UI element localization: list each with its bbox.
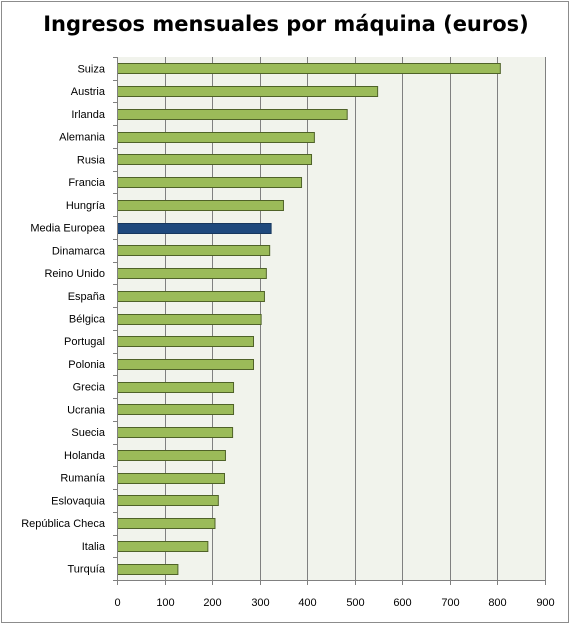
bar[interactable] — [117, 291, 265, 302]
y-tick-label: Alemania — [59, 132, 106, 144]
y-tick-label: Holanda — [64, 450, 106, 462]
bar[interactable] — [117, 177, 303, 188]
bar[interactable] — [117, 541, 209, 552]
y-tick-label: Rusia — [77, 154, 106, 166]
bar[interactable] — [117, 200, 284, 211]
bar[interactable] — [117, 223, 272, 234]
y-tick-label: Dinamarca — [52, 245, 106, 257]
bar[interactable] — [117, 450, 226, 461]
x-tick-label: 100 — [156, 597, 174, 609]
y-tick-label: Turquía — [67, 564, 105, 576]
y-tick-label: Ucrania — [67, 404, 106, 416]
bar[interactable] — [117, 314, 262, 325]
y-tick-label: Reino Unido — [44, 268, 105, 280]
y-tick-label: Francia — [68, 177, 106, 189]
x-tick-label: 900 — [536, 597, 554, 609]
y-tick-label: Rumanía — [60, 473, 106, 485]
y-tick-label: Irlanda — [71, 109, 106, 121]
y-tick-label: Polonia — [68, 359, 106, 371]
y-tick-label: Eslovaquia — [51, 495, 106, 507]
y-tick-label: España — [68, 291, 106, 303]
bar[interactable] — [117, 382, 235, 393]
x-tick-label: 0 — [114, 597, 120, 609]
y-tick-label: Italia — [82, 541, 106, 553]
bar[interactable] — [117, 268, 267, 279]
bar[interactable] — [117, 359, 255, 370]
bar[interactable] — [117, 495, 219, 506]
x-tick-label: 500 — [346, 597, 364, 609]
bar[interactable] — [117, 132, 315, 143]
bar[interactable] — [117, 245, 271, 256]
bar[interactable] — [117, 154, 313, 165]
x-tick-label: 800 — [488, 597, 506, 609]
bar[interactable] — [117, 86, 379, 97]
chart-title: Ingresos mensuales por máquina (euros) — [43, 12, 529, 36]
y-tick-label: Portugal — [64, 336, 105, 348]
x-tick-label: 700 — [441, 597, 459, 609]
x-tick-label: 300 — [251, 597, 269, 609]
y-tick-label: Grecia — [73, 382, 106, 394]
bar[interactable] — [117, 473, 225, 484]
x-tick-label: 200 — [203, 597, 221, 609]
y-tick-label: Austria — [71, 86, 106, 98]
y-tick-label: Suecia — [71, 427, 106, 439]
x-tick-label: 600 — [393, 597, 411, 609]
y-tick-label: Suiza — [77, 63, 105, 75]
bar[interactable] — [117, 109, 348, 120]
bar[interactable] — [117, 518, 216, 529]
bar[interactable] — [117, 564, 179, 575]
bar[interactable] — [117, 63, 501, 74]
y-tick-label: Media Europea — [30, 223, 105, 235]
bar[interactable] — [117, 404, 235, 415]
y-tick-label: Bélgica — [69, 314, 106, 326]
bar[interactable] — [117, 427, 234, 438]
y-tick-label: Hungría — [66, 200, 106, 212]
bar[interactable] — [117, 336, 255, 347]
y-tick-label: República Checa — [21, 518, 106, 530]
x-tick-label: 400 — [298, 597, 316, 609]
